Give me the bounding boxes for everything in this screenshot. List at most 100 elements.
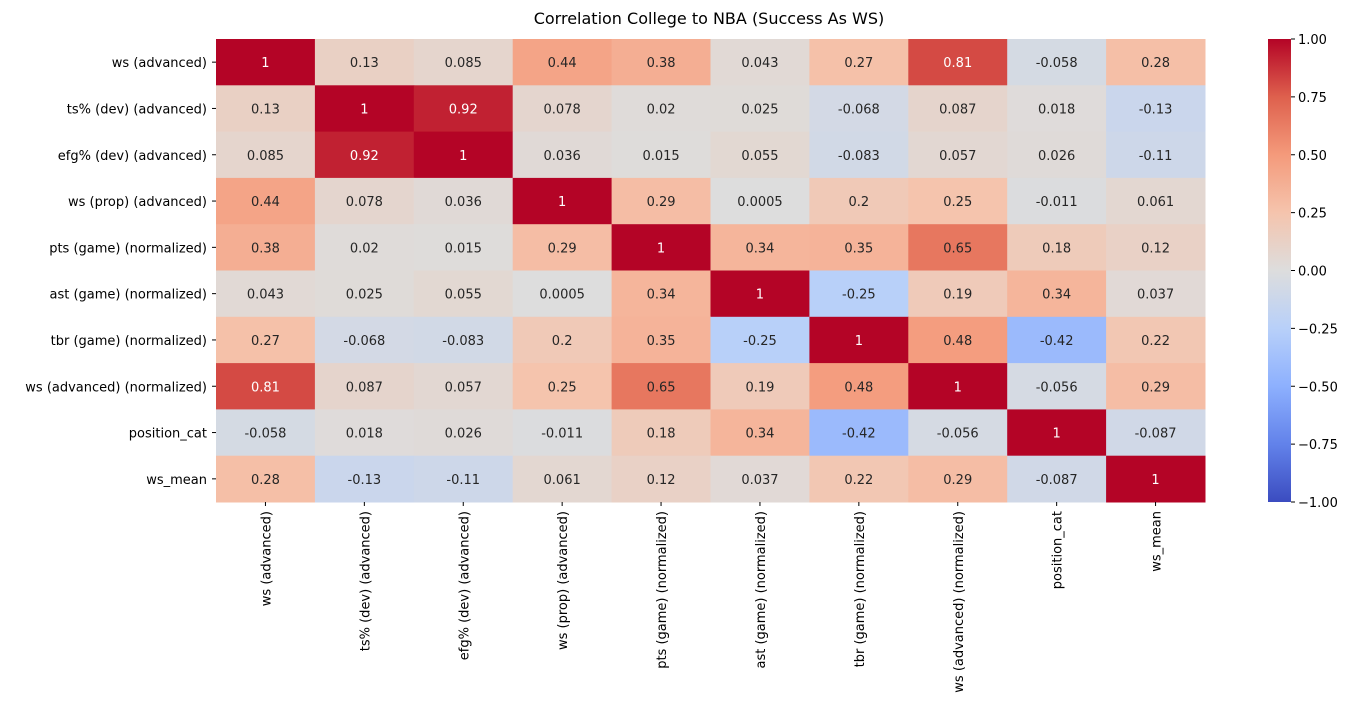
cell-value-label: 0.34: [745, 427, 774, 442]
colorbar-gradient: [1268, 39, 1291, 502]
heatmap-cell: [1106, 39, 1206, 86]
cell-value-label: 0.27: [844, 56, 873, 71]
cell-value-label: 0.12: [1141, 241, 1170, 256]
colorbar-tick-label: 0.50: [1298, 149, 1327, 164]
x-tick-label: ts% (dev) (advanced): [358, 511, 373, 651]
cell-value-label: 0.043: [247, 288, 284, 303]
cell-value-label: 0.34: [647, 288, 676, 303]
x-tick-label: ast (game) (normalized): [754, 511, 769, 669]
heatmap-cell: [710, 39, 810, 86]
heatmap-cell: [314, 363, 415, 410]
cell-value-label: 1: [261, 56, 269, 71]
cell-value-label: 0.036: [544, 149, 581, 164]
cell-value-label: 0.65: [943, 241, 972, 256]
heatmap-cell: [512, 270, 613, 318]
heatmap-cell: [1007, 39, 1107, 86]
cell-value-label: 0.44: [251, 195, 280, 210]
cell-value-label: 0.29: [943, 473, 972, 488]
cell-value-label: 0.29: [1141, 380, 1170, 395]
cell-value-label: 0.015: [642, 149, 679, 164]
heatmap-cell: [710, 85, 810, 133]
cell-value-label: 0.19: [943, 288, 972, 303]
heatmap-cell: [413, 224, 514, 271]
cell-value-label: 0.026: [1038, 149, 1075, 164]
heatmap-cell: [512, 316, 613, 364]
heatmap-cell: [710, 409, 810, 457]
heatmap-cell: [413, 363, 514, 410]
heatmap-cell: [1007, 455, 1107, 503]
cell-value-label: 0.29: [647, 195, 676, 210]
cell-value-label: 0.078: [544, 102, 581, 117]
heatmap-cell: [809, 131, 909, 179]
heatmap-cell: [611, 85, 711, 133]
cell-value-label: 0.037: [741, 473, 778, 488]
cell-value-label: -0.087: [1135, 427, 1177, 442]
heatmap-cell: [413, 39, 514, 86]
cell-value-label: 0.0005: [737, 195, 783, 210]
heatmap-cell: [314, 85, 415, 133]
heatmap-cell: [710, 224, 810, 271]
cell-value-label: 0.92: [449, 102, 478, 117]
heatmap-cell: [809, 270, 909, 318]
heatmap-cell: [216, 363, 316, 410]
heatmap-cell: [314, 270, 415, 318]
heatmap-cell: [216, 85, 316, 133]
heatmap-cell: [216, 316, 316, 364]
heatmap-cell: [809, 455, 909, 503]
heatmap-cell: [908, 177, 1008, 225]
heatmap-cell: [1106, 131, 1206, 179]
colorbar-tick-label: 0.25: [1298, 207, 1327, 222]
cell-value-label: 0.13: [350, 56, 379, 71]
colorbar-tick-label: 1.00: [1298, 33, 1327, 48]
chart-title: Correlation College to NBA (Success As W…: [534, 9, 885, 28]
heatmap-cell: [908, 131, 1008, 179]
heatmap-cell: [1106, 363, 1206, 410]
cell-value-label: 0.025: [741, 102, 778, 117]
heatmap-cell: [908, 85, 1008, 133]
colorbar-tick-label: 0.75: [1298, 91, 1327, 106]
cell-value-label: -0.13: [1139, 102, 1173, 117]
y-axis-tick-labels: ws (advanced) ts% (dev) (advanced) efg% (d…: [25, 56, 216, 488]
cell-value-label: -0.058: [1036, 56, 1078, 71]
heatmap-cell: [216, 270, 316, 318]
heatmap-cell: [512, 39, 613, 86]
cell-value-label: 0.018: [1038, 102, 1075, 117]
y-tick-label: tbr (game) (normalized): [51, 334, 207, 349]
cell-value-label: 0.085: [445, 56, 482, 71]
heatmap-cell: [314, 316, 415, 364]
heatmap-cell: [216, 131, 316, 179]
heatmap-cells: 1 0.13 0.085 0.44 0.38 0.043 0.27 0.81 -0.058 0.2…: [216, 39, 1206, 503]
cell-value-label: 0.0005: [539, 288, 585, 303]
cell-value-label: 0.28: [1141, 56, 1170, 71]
cell-value-label: 1: [756, 288, 764, 303]
cell-value-label: 0.34: [1042, 288, 1071, 303]
y-tick-label: pts (game) (normalized): [49, 241, 207, 256]
heatmap-cell: [611, 409, 711, 457]
heatmap-cell: [809, 363, 909, 410]
cell-value-label: 0.2: [552, 334, 573, 349]
heatmap-cell: [314, 455, 415, 503]
heatmap-cell: [611, 224, 711, 271]
heatmap-cell: [809, 85, 909, 133]
heatmap-cell: [1106, 85, 1206, 133]
cell-value-label: 0.92: [350, 149, 379, 164]
heatmap-cell: [512, 131, 613, 179]
cell-value-label: 0.28: [251, 473, 280, 488]
heatmap-cell: [908, 224, 1008, 271]
heatmap-cell: [809, 224, 909, 271]
cell-value-label: 0.087: [346, 380, 383, 395]
cell-value-label: -0.083: [838, 149, 880, 164]
y-tick-label: ts% (dev) (advanced): [67, 102, 207, 117]
cell-value-label: 0.015: [445, 241, 482, 256]
cell-value-label: 0.026: [445, 427, 482, 442]
cell-value-label: -0.068: [343, 334, 385, 349]
heatmap-cell: [216, 409, 316, 457]
heatmap-cell: [1007, 131, 1107, 179]
cell-value-label: 0.18: [1042, 241, 1071, 256]
cell-value-label: 0.38: [251, 241, 280, 256]
cell-value-label: 1: [954, 380, 962, 395]
cell-value-label: -0.011: [1036, 195, 1078, 210]
heatmap-cell: [1106, 316, 1206, 364]
y-tick-label: ws (prop) (advanced): [68, 195, 207, 210]
x-tick-label: position_cat: [1051, 511, 1066, 589]
